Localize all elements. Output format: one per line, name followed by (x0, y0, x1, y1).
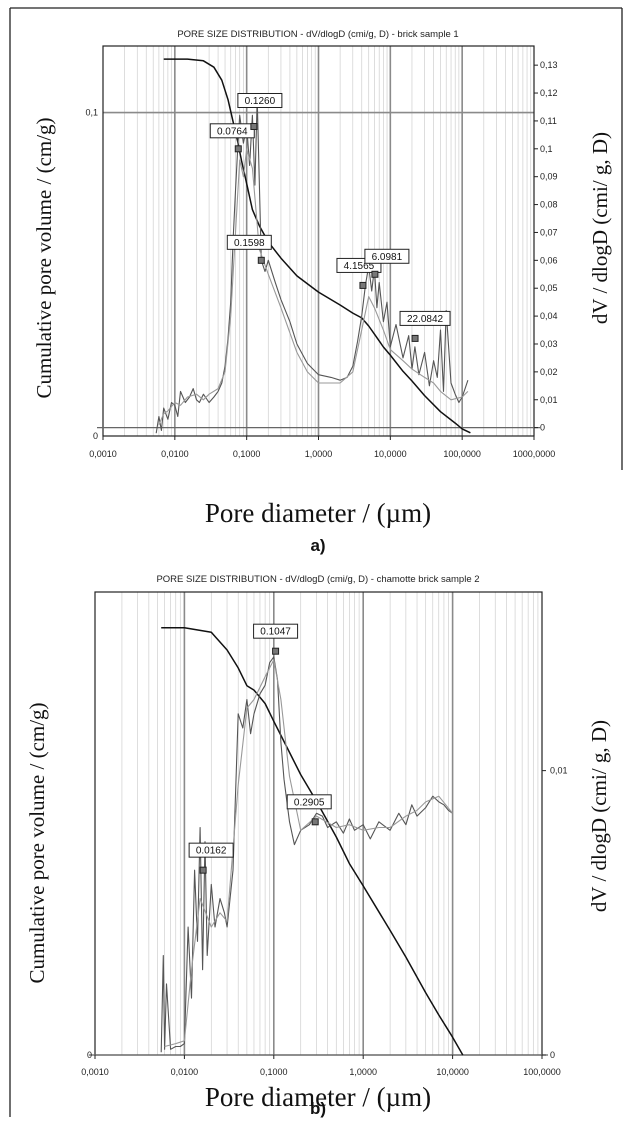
peak-marker (250, 122, 258, 130)
peak-label-box (237, 92, 283, 108)
peak-label: 4.1565 (344, 261, 375, 272)
peak-label-box (399, 310, 451, 326)
y2-tick-label: 0,09 (540, 172, 558, 182)
y2-axis-title: dV / dlogD (cmi/ g, D) (587, 720, 611, 912)
cumulative-volume-line (161, 627, 464, 1056)
dvdlogd-line (160, 656, 453, 1053)
grid (103, 46, 534, 436)
chart-title: PORE SIZE DISTRIBUTION - dV/dlogD (cmi/g… (156, 574, 479, 585)
peak-marker (311, 818, 319, 826)
dvdlogd-line (158, 148, 469, 426)
x-tick-label: 0,0100 (161, 449, 189, 459)
x-tick-label: 1,0000 (349, 1067, 377, 1077)
peak-label-box (226, 234, 272, 250)
peak-label-box (286, 794, 332, 810)
y2-tick-label: 0,12 (540, 88, 558, 98)
y-tick-label: 0 (93, 431, 98, 441)
y2-axis-title: dV / dlogD (cmi/ g, D) (588, 132, 612, 324)
y2-tick-label: 0,05 (540, 283, 558, 293)
peak-label: 22.0842 (407, 314, 444, 325)
y2-tick-label: 0,04 (540, 311, 558, 321)
chart-panel-a: PORE SIZE DISTRIBUTION - dV/dlogD (cmi/g… (32, 29, 612, 555)
peak-marker (371, 270, 379, 278)
y2-tick-label: 0 (550, 1050, 555, 1060)
x-tick-label: 10,0000 (374, 449, 407, 459)
y2-tick-label: 0,07 (540, 227, 558, 237)
peak-label: 0.0764 (217, 126, 248, 137)
x-tick-label: 0,0010 (81, 1067, 109, 1077)
x-tick-label: 1000,0000 (513, 449, 556, 459)
y-tick-label: 0,1 (85, 108, 98, 118)
y2-tick-label: 0,01 (540, 395, 558, 405)
dvdlogd-line (155, 98, 469, 434)
peak-label-box (364, 248, 410, 264)
y2-tick-label: 0,06 (540, 255, 558, 265)
x-axis-title: Pore diameter / (µm) (205, 498, 431, 528)
peak-label-box (253, 623, 299, 639)
y2-tick-label: 0,02 (540, 367, 558, 377)
chart-panel-b: PORE SIZE DISTRIBUTION - dV/dlogD (cmi/g… (25, 574, 611, 1118)
peak-label-box (188, 842, 234, 858)
y2-tick-label: 0,13 (540, 60, 558, 70)
grid (121, 592, 539, 1055)
peak-label-box (209, 123, 255, 139)
peak-marker (257, 256, 265, 264)
y2-tick-label: 0,03 (540, 339, 558, 349)
cumulative-volume-line (163, 58, 471, 434)
x-tick-label: 1,0000 (305, 449, 333, 459)
y2-tick-label: 0,11 (540, 116, 557, 126)
peak-marker (272, 647, 280, 655)
dvdlogd-line (164, 659, 454, 1048)
x-tick-label: 0,0010 (89, 449, 117, 459)
x-axis-title: Pore diameter / (µm) (205, 1082, 431, 1112)
y2-tick-label: 0,08 (540, 200, 558, 210)
y2-tick-label: 0,01 (550, 766, 568, 776)
peak-label: 6.0981 (372, 252, 403, 263)
x-tick-label: 0,1000 (233, 449, 261, 459)
chart-title: PORE SIZE DISTRIBUTION - dV/dlogD (cmi/g… (177, 29, 458, 40)
peak-label: 0.1598 (234, 238, 265, 249)
peak-label: 0.0162 (196, 846, 227, 857)
peak-label: 0.1260 (245, 96, 276, 107)
x-tick-label: 0,1000 (260, 1067, 288, 1077)
peak-marker (359, 281, 367, 289)
panel-label: b) (310, 1099, 326, 1118)
y2-tick-label: 0,1 (540, 144, 553, 154)
y-axis-title: Cumulative pore volume / (cm/g) (32, 117, 56, 398)
x-tick-label: 10,0000 (436, 1067, 469, 1077)
peak-marker (411, 334, 419, 342)
y2-tick-label: 0 (540, 423, 545, 433)
x-tick-label: 0,0100 (171, 1067, 199, 1077)
peak-marker (199, 866, 207, 874)
y-axis-title: Cumulative pore volume / (cm/g) (25, 702, 49, 983)
peak-label: 0.1047 (260, 627, 291, 638)
x-tick-label: 100,0000 (523, 1067, 561, 1077)
peak-marker (234, 145, 242, 153)
peak-label: 0.2905 (294, 797, 325, 808)
panel-label: a) (310, 536, 325, 555)
y-tick-label: 0 (87, 1050, 92, 1060)
x-tick-label: 100,0000 (443, 449, 481, 459)
